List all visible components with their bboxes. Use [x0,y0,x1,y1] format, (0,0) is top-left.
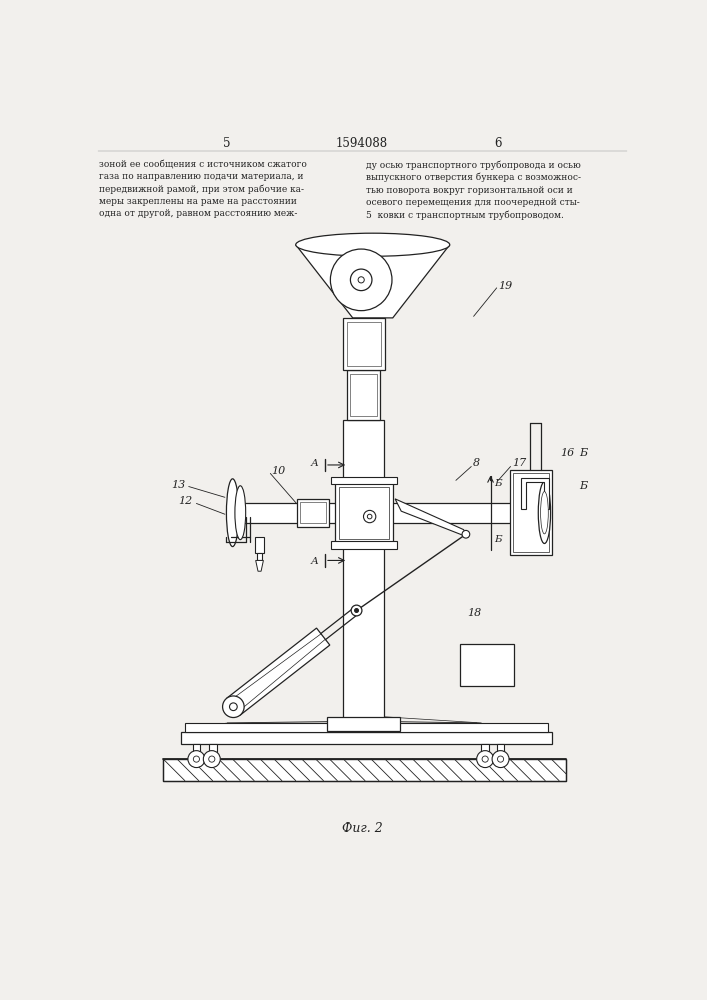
Circle shape [477,751,493,768]
Bar [331,477,397,484]
Text: зоной ее сообщения с источником сжатого
газа по направлению подачи материала, и
: зоной ее сообщения с источником сжатого … [100,160,308,218]
Bar [192,744,200,759]
Bar [255,537,264,553]
Text: 8: 8 [473,458,480,468]
Bar [209,744,217,759]
Circle shape [368,514,372,519]
Text: А: А [311,557,319,566]
Circle shape [204,751,221,768]
Circle shape [358,277,364,283]
Text: Б: Б [579,448,588,458]
Circle shape [492,751,509,768]
Bar [346,370,380,420]
Circle shape [230,703,238,711]
Circle shape [482,756,489,762]
Text: 16: 16 [560,448,574,458]
Bar [239,503,335,523]
Polygon shape [296,245,450,318]
Circle shape [188,751,205,768]
Bar [257,553,262,560]
Circle shape [498,756,503,762]
Text: 18: 18 [467,608,481,618]
Text: Б: Б [579,481,588,491]
Circle shape [351,605,362,616]
Polygon shape [521,478,549,509]
Circle shape [209,756,215,762]
Bar [513,473,549,552]
Circle shape [462,530,469,538]
Bar [481,744,489,759]
Bar [331,541,397,549]
Bar [346,322,381,366]
Text: А: А [311,459,319,468]
Text: Б: Б [494,535,502,544]
Circle shape [193,756,199,762]
Ellipse shape [235,486,246,540]
Text: 12: 12 [179,496,193,506]
Polygon shape [227,628,329,715]
Circle shape [351,269,372,291]
Ellipse shape [226,479,239,547]
Circle shape [363,510,376,523]
Ellipse shape [296,233,450,256]
Bar [344,420,383,723]
Bar [327,717,400,731]
Bar [163,759,566,781]
Bar [296,499,329,527]
Bar [339,487,389,539]
Bar [393,503,510,523]
Circle shape [223,696,244,718]
Bar [300,502,326,523]
Text: 10: 10 [271,466,286,476]
Text: Фиг. 2: Фиг. 2 [341,822,382,835]
Polygon shape [256,560,264,571]
Circle shape [330,249,392,311]
Bar [335,483,393,543]
Text: 6: 6 [494,137,502,150]
Polygon shape [395,499,468,537]
Ellipse shape [538,482,551,544]
Text: 1594088: 1594088 [336,137,388,150]
Bar [343,318,385,370]
Text: Б: Б [494,479,502,488]
Bar [497,744,504,759]
Text: 5: 5 [223,137,230,150]
Ellipse shape [541,492,549,534]
Bar [181,732,552,744]
Text: ду осью транспортного трубопровода и осью
выпускного отверстия бункера с возможн: ду осью транспортного трубопровода и ось… [366,160,581,220]
Text: 17: 17 [512,458,526,468]
Bar [460,644,514,686]
Bar [351,374,377,416]
Bar [185,723,549,732]
Text: 19: 19 [498,281,513,291]
Circle shape [355,609,358,612]
Bar [510,470,552,555]
Text: 13: 13 [171,480,185,490]
